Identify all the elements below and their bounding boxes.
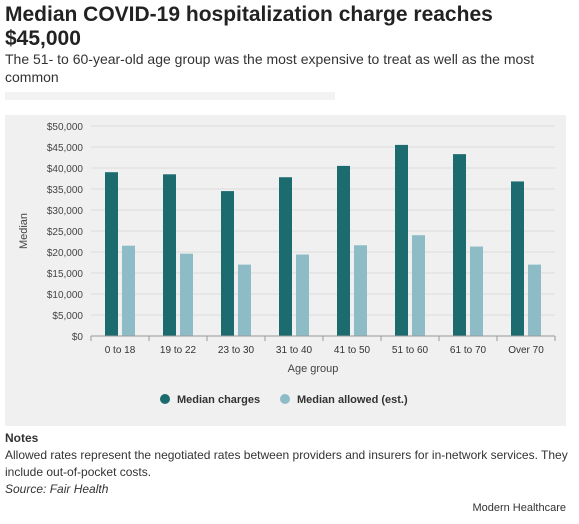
chart-title: Median COVID-19 hospitalization charge r… — [5, 3, 493, 50]
bar-median-charges[interactable] — [221, 191, 234, 336]
y-tick-label: $20,000 — [47, 248, 84, 259]
x-tick-label: 23 to 30 — [218, 345, 255, 356]
y-tick-label: $50,000 — [47, 122, 84, 133]
chart-subtitle: The 51- to 60-year-old age group was the… — [5, 51, 535, 85]
y-tick-label: $10,000 — [47, 290, 84, 301]
bar-median-allowed[interactable] — [180, 253, 193, 336]
credit-text: Modern Healthcare — [472, 502, 566, 514]
bar-median-charges[interactable] — [279, 177, 292, 336]
bar-median-allowed[interactable] — [470, 246, 483, 336]
legend[interactable]: Median charges Median allowed (est.) — [160, 394, 408, 406]
grid-lines — [91, 125, 555, 337]
bar-median-charges[interactable] — [163, 174, 176, 336]
legend-label[interactable]: Median allowed (est.) — [297, 394, 408, 406]
placeholder-bar — [5, 92, 335, 100]
bar-median-charges[interactable] — [453, 154, 466, 336]
x-tick-label: 0 to 18 — [105, 345, 136, 356]
source-text: Source: Fair Health — [5, 482, 109, 496]
legend-label[interactable]: Median charges — [177, 394, 260, 406]
bar-median-allowed[interactable] — [238, 264, 251, 336]
notes-text: Allowed rates represent the negotiated r… — [5, 448, 568, 479]
y-tick-label: $35,000 — [47, 185, 84, 196]
chart-area: $0 $5,000 $10,000 $15,000 $20,000 $25,000 $30,… — [5, 115, 566, 426]
bar-median-allowed[interactable] — [528, 264, 541, 336]
bar-median-charges[interactable] — [337, 165, 350, 336]
x-tick-label: 31 to 40 — [276, 345, 313, 356]
y-tick-label: $25,000 — [47, 227, 84, 238]
x-tick-label: Over 70 — [508, 345, 544, 356]
x-axis-ticks: 0 to 18 19 to 22 23 to 30 31 to 40 41 to 50 5… — [90, 336, 556, 356]
notes-block: Notes Allowed rates represent the negoti… — [5, 430, 570, 498]
bar-median-allowed[interactable] — [122, 245, 135, 336]
bar-median-allowed[interactable] — [412, 235, 425, 336]
bar-median-charges[interactable] — [511, 181, 524, 336]
y-axis-label: Median — [18, 213, 30, 249]
legend-swatch[interactable] — [160, 394, 170, 404]
bar-median-charges[interactable] — [395, 144, 408, 336]
y-tick-label: $5,000 — [52, 311, 83, 322]
y-tick-label: $15,000 — [47, 269, 84, 280]
y-tick-label: $45,000 — [47, 143, 84, 154]
bar-chart: $0 $5,000 $10,000 $15,000 $20,000 $25,000 $30,… — [18, 122, 556, 406]
y-tick-label: $30,000 — [47, 206, 84, 217]
notes-label: Notes — [5, 431, 39, 445]
y-tick-label: $40,000 — [47, 164, 84, 175]
y-tick-label: $0 — [72, 332, 84, 343]
x-tick-label: 51 to 60 — [392, 345, 429, 356]
bar-median-allowed[interactable] — [296, 254, 309, 336]
bars — [105, 144, 541, 336]
bar-median-charges[interactable] — [105, 172, 118, 336]
y-axis-ticks: $0 $5,000 $10,000 $15,000 $20,000 $25,000 $30,… — [47, 122, 84, 343]
x-tick-label: 19 to 22 — [160, 345, 197, 356]
x-tick-label: 41 to 50 — [334, 345, 371, 356]
x-tick-label: 61 to 70 — [450, 345, 487, 356]
x-axis-label: Age group — [288, 363, 339, 375]
legend-swatch[interactable] — [280, 394, 290, 404]
bar-median-allowed[interactable] — [354, 245, 367, 336]
